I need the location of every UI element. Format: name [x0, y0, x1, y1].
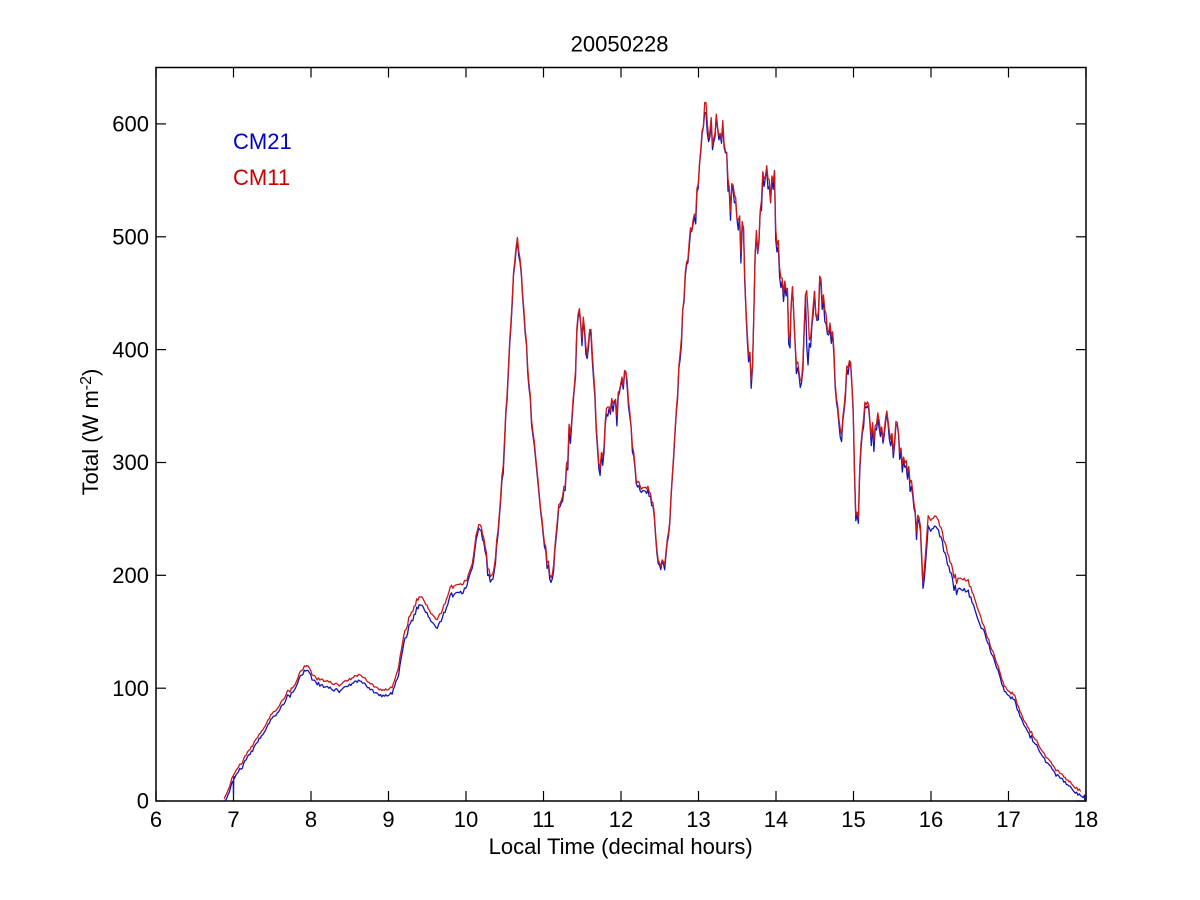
- svg-text:16: 16: [919, 807, 943, 832]
- svg-text:9: 9: [382, 807, 394, 832]
- svg-text:500: 500: [112, 225, 149, 250]
- svg-text:100: 100: [112, 676, 149, 701]
- svg-text:400: 400: [112, 337, 149, 362]
- svg-text:18: 18: [1074, 807, 1098, 832]
- svg-text:200: 200: [112, 563, 149, 588]
- svg-text:11: 11: [532, 807, 555, 832]
- svg-text:300: 300: [112, 450, 149, 475]
- svg-text:0: 0: [137, 789, 149, 814]
- svg-text:15: 15: [841, 807, 865, 832]
- svg-text:8: 8: [305, 807, 317, 832]
- svg-text:7: 7: [227, 807, 239, 832]
- svg-text:6: 6: [150, 807, 162, 832]
- svg-text:Local Time (decimal hours): Local Time (decimal hours): [489, 834, 753, 859]
- svg-text:14: 14: [764, 807, 788, 832]
- svg-text:CM21: CM21: [233, 129, 292, 154]
- svg-text:CM11: CM11: [233, 165, 290, 190]
- svg-text:12: 12: [609, 807, 633, 832]
- svg-text:17: 17: [996, 807, 1020, 832]
- svg-text:13: 13: [686, 807, 710, 832]
- svg-text:600: 600: [112, 112, 149, 137]
- svg-text:20050228: 20050228: [571, 32, 669, 57]
- svg-text:10: 10: [454, 807, 478, 832]
